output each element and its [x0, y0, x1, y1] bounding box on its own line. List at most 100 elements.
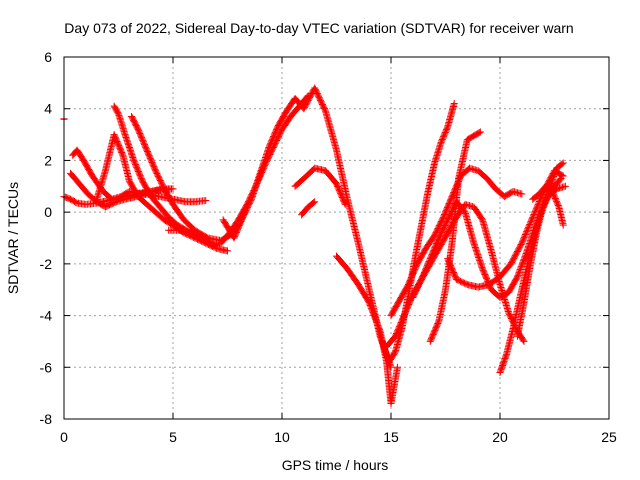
data-point: [341, 200, 349, 208]
data-point: [556, 176, 564, 184]
data-point: [476, 128, 484, 136]
data-point: [394, 363, 402, 371]
data-point: [202, 197, 210, 205]
data-point: [513, 273, 521, 281]
data-point: [519, 236, 527, 244]
data-point: [311, 198, 319, 206]
data-point: [374, 323, 382, 331]
data-point: [372, 317, 380, 325]
data-point: [321, 106, 329, 114]
y-tick-label: 0: [44, 204, 52, 220]
data-point: [387, 363, 395, 371]
data-point: [529, 212, 537, 220]
data-point: [526, 219, 534, 227]
data-point: [450, 100, 458, 108]
data-point: [365, 299, 373, 307]
data-point: [518, 239, 526, 247]
x-tick-label: 0: [60, 429, 68, 445]
data-point: [558, 171, 566, 179]
x-tick-label: 5: [169, 429, 177, 445]
plot-frame: [63, 56, 610, 420]
data-point: [524, 225, 532, 233]
data-point: [372, 316, 380, 324]
data-point: [532, 206, 540, 214]
x-tick-label: 20: [492, 429, 508, 445]
data-point: [520, 233, 528, 241]
data-point: [169, 185, 177, 193]
data-point: [561, 182, 569, 190]
data-point: [366, 300, 374, 308]
data-point: [367, 303, 375, 311]
data-point: [368, 306, 376, 314]
series-track-m: [383, 200, 528, 351]
data-point: [366, 301, 374, 309]
series-track-f: [128, 112, 249, 245]
data-point: [527, 218, 535, 226]
data-point: [516, 267, 524, 275]
y-tick-label: -4: [40, 308, 53, 324]
data-point: [559, 221, 567, 229]
data-point: [525, 222, 533, 230]
data-point: [520, 235, 528, 243]
series-track-t: [529, 182, 567, 229]
data-point: [519, 336, 527, 344]
data-point: [531, 209, 539, 217]
data-point: [373, 319, 381, 327]
data-point: [502, 352, 510, 360]
data-point: [373, 320, 381, 328]
data-point: [532, 205, 540, 213]
data-point: [521, 254, 529, 262]
data-point: [522, 251, 530, 259]
data-point: [520, 255, 528, 263]
data-point: [523, 226, 531, 234]
series-track-i: [291, 164, 349, 208]
data-point: [517, 264, 525, 272]
data-point: [527, 216, 535, 224]
data-point: [370, 311, 378, 319]
data-point: [533, 203, 541, 211]
data-point: [518, 190, 526, 198]
data-point: [368, 307, 376, 315]
data-point: [554, 202, 562, 210]
data-point: [376, 326, 384, 334]
data-point: [558, 160, 566, 168]
data-point: [521, 252, 529, 260]
data-point: [310, 199, 318, 207]
chart-title: Day 073 of 2022, Sidereal Day-to-day VTE…: [64, 20, 573, 36]
data-point: [369, 309, 377, 317]
data-point: [559, 172, 567, 180]
data-point: [370, 310, 378, 318]
x-axis-label: GPS time / hours: [282, 457, 389, 473]
data-point: [559, 159, 567, 167]
data-point: [531, 208, 539, 216]
series-track-s: [513, 159, 567, 340]
y-axis-label: SDTVAR / TECUs: [5, 182, 21, 294]
data-point: [371, 313, 379, 321]
tick-labels: 0 5 10 15 20 25 -8 -6 -4 -2 0 2 4 6: [40, 49, 617, 445]
data-point: [475, 129, 483, 137]
data-point: [118, 150, 126, 158]
data-point: [529, 213, 537, 221]
data-point: [516, 266, 524, 274]
data-point: [341, 199, 349, 207]
x-tick-label: 15: [383, 429, 399, 445]
data-point: [520, 337, 528, 345]
x-tick-label: 10: [274, 429, 290, 445]
data-point: [224, 247, 231, 255]
data-point: [530, 210, 538, 218]
data-point: [528, 215, 536, 223]
y-tick-label: 6: [44, 49, 52, 65]
y-tick-label: 2: [44, 152, 52, 168]
tick-marks: [63, 56, 610, 420]
data-point: [521, 231, 529, 239]
data-point: [514, 271, 522, 279]
data-point: [443, 124, 451, 132]
data-point: [515, 268, 523, 276]
data-point: [375, 324, 383, 332]
data-point: [526, 220, 534, 228]
data-point: [371, 314, 379, 322]
data-point: [518, 238, 526, 246]
data-point: [434, 318, 442, 326]
data-point: [519, 257, 527, 265]
